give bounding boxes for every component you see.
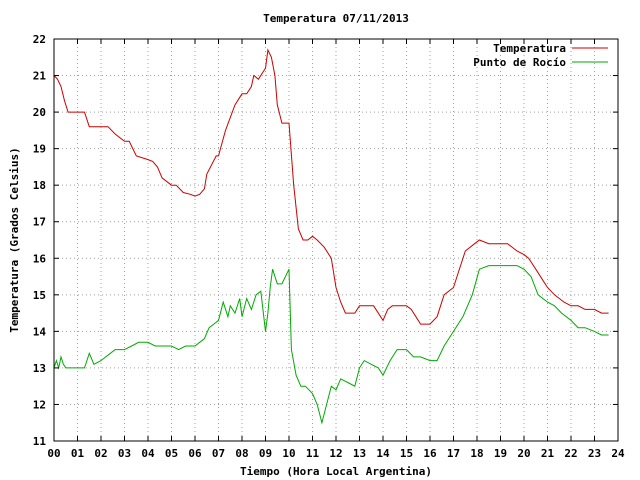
x-tick-label: 24 (611, 447, 625, 460)
x-tick-label: 12 (329, 447, 342, 460)
series-lines (53, 48, 609, 425)
y-tick-label: 20 (33, 106, 46, 119)
x-tick-label: 15 (400, 447, 413, 460)
x-tick-label: 18 (470, 447, 483, 460)
x-tick-label: 05 (165, 447, 178, 460)
y-tick-label: 17 (33, 216, 46, 229)
x-tick-label: 16 (423, 447, 437, 460)
x-tick-label: 00 (47, 447, 60, 460)
y-tick-label: 19 (33, 143, 46, 156)
y-tick-label: 18 (33, 179, 46, 192)
x-tick-label: 14 (376, 447, 390, 460)
x-tick-label: 10 (282, 447, 295, 460)
y-tick-label: 11 (33, 435, 47, 448)
x-tick-label: 09 (259, 447, 272, 460)
x-tick-label: 11 (306, 447, 320, 460)
x-tick-label: 17 (447, 447, 460, 460)
y-tick-label: 14 (33, 325, 47, 338)
x-tick-label: 02 (94, 447, 107, 460)
x-tick-label: 20 (517, 447, 530, 460)
y-tick-label: 13 (33, 362, 46, 375)
x-tick-label: 03 (118, 447, 131, 460)
y-tick-label: 16 (33, 252, 47, 265)
y-tick-label: 15 (33, 289, 46, 302)
x-tick-label: 06 (188, 447, 202, 460)
x-tick-label: 04 (141, 447, 155, 460)
series-line-temperatura (53, 48, 609, 325)
x-tick-label: 08 (235, 447, 248, 460)
y-axis-ticks: 11 12 13 14 15 16 17 18 19 20 21 22 (33, 33, 618, 448)
x-tick-label: 23 (588, 447, 601, 460)
legend-label: Punto de Rocío (473, 56, 566, 69)
y-axis-label: Temperatura (Grados Celsius) (8, 147, 21, 332)
x-tick-label: 01 (71, 447, 85, 460)
y-tick-label: 22 (33, 33, 46, 46)
chart-title: Temperatura 07/11/2013 (263, 12, 409, 25)
x-axis-label: Tiempo (Hora Local Argentina) (240, 465, 432, 478)
x-tick-label: 07 (212, 447, 225, 460)
x-tick-label: 21 (541, 447, 555, 460)
grid-lines (54, 39, 618, 441)
y-tick-label: 21 (33, 70, 47, 83)
legend-label: Temperatura (493, 42, 566, 55)
series-line-punto-de-rocio (53, 265, 609, 425)
x-tick-label: 13 (353, 447, 366, 460)
x-axis-ticks: 00 01 02 03 04 05 06 07 08 09 10 11 12 13 14 15 16 17 18 19… (47, 39, 625, 460)
x-tick-label: 22 (564, 447, 577, 460)
x-tick-label: 19 (494, 447, 507, 460)
y-tick-label: 12 (33, 398, 46, 411)
